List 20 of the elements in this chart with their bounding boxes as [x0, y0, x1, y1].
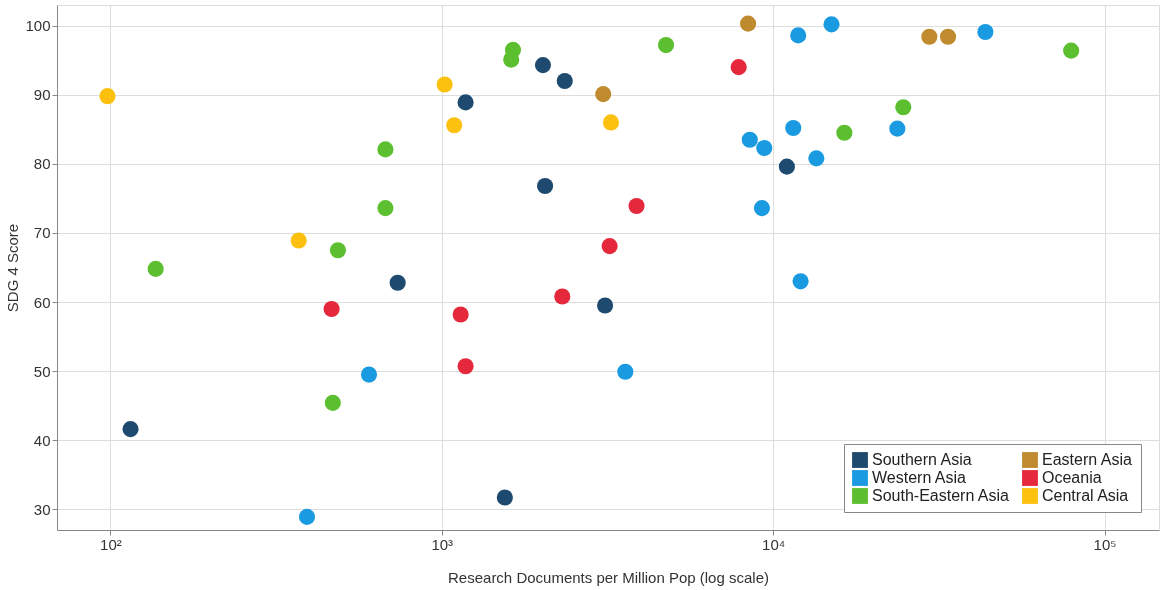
x-tick-label: 10⁵ [1093, 535, 1117, 553]
y-tick-label: 80 [33, 155, 51, 173]
y-tick-label: 50 [33, 362, 51, 380]
y-tick-label: 90 [33, 86, 51, 104]
y-tick-label: 70 [33, 224, 51, 242]
y-tick-label: 100 [25, 17, 51, 35]
y-tick-label: 30 [33, 500, 51, 518]
legend-label: Oceania [1042, 469, 1102, 486]
legend-label: Eastern Asia [1042, 451, 1132, 468]
y-tick-label: 40 [33, 431, 51, 449]
y-tick-label: 60 [33, 293, 51, 311]
legend-label: Southern Asia [872, 451, 972, 468]
legend-label: Central Asia [1042, 487, 1129, 504]
legend-label: Western Asia [872, 469, 967, 486]
x-axis-title: Research Documents per Million Pop (log scale) [448, 568, 769, 586]
y-axis-title: SDG 4 Score [4, 223, 22, 313]
legend-label: South-Eastern Asia [872, 487, 1010, 504]
x-tick-label: 10² [100, 535, 122, 553]
x-tick-label: 10³ [431, 535, 454, 553]
x-tick-label: 10⁴ [762, 535, 786, 553]
